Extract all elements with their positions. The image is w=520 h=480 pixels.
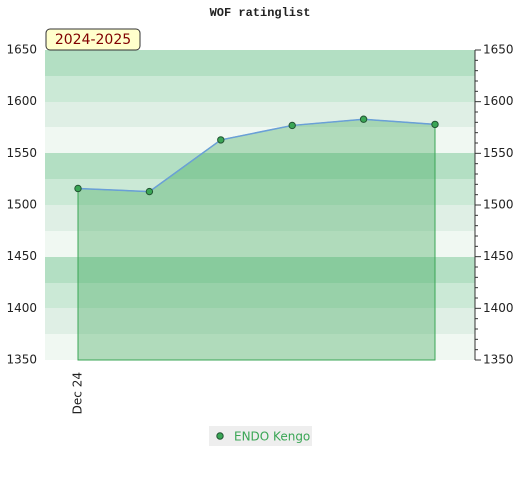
marker bbox=[431, 120, 439, 129]
marker bbox=[217, 136, 225, 144]
y-tick-label: 1550 bbox=[6, 146, 37, 160]
y2-tick-label: 1350 bbox=[483, 353, 514, 367]
y2-tick-label: 1400 bbox=[483, 301, 514, 315]
y2-tick-label: 1500 bbox=[483, 198, 514, 212]
chart-title: WOF ratinglist bbox=[210, 6, 311, 20]
y-tick-label: 1350 bbox=[6, 353, 37, 367]
marker bbox=[74, 184, 82, 193]
background-bands bbox=[45, 50, 475, 360]
y2-tick-label: 1650 bbox=[483, 43, 514, 57]
y-tick-label: 1500 bbox=[6, 198, 37, 212]
y-tick-label: 1600 bbox=[6, 94, 37, 108]
y-tick-label: 1650 bbox=[6, 43, 37, 57]
y-tick-label: 1450 bbox=[6, 249, 37, 263]
y2-tick-label: 1450 bbox=[483, 249, 514, 263]
y-tick-label: 1400 bbox=[6, 301, 37, 315]
marker bbox=[359, 115, 368, 123]
annotation-box bbox=[45, 28, 141, 51]
x-tick-label: Dec 24 bbox=[71, 372, 85, 414]
marker bbox=[145, 187, 154, 196]
legend-label: ENDO Kengo bbox=[234, 430, 310, 444]
y2-tick-label: 1550 bbox=[483, 146, 514, 160]
legend: ENDO Kengo bbox=[209, 426, 312, 446]
line bbox=[77, 118, 436, 193]
annotation: 2024-2025 bbox=[55, 32, 131, 48]
y2-tick-label: 1600 bbox=[483, 94, 514, 108]
legend-marker bbox=[216, 432, 224, 440]
marker bbox=[288, 121, 296, 130]
